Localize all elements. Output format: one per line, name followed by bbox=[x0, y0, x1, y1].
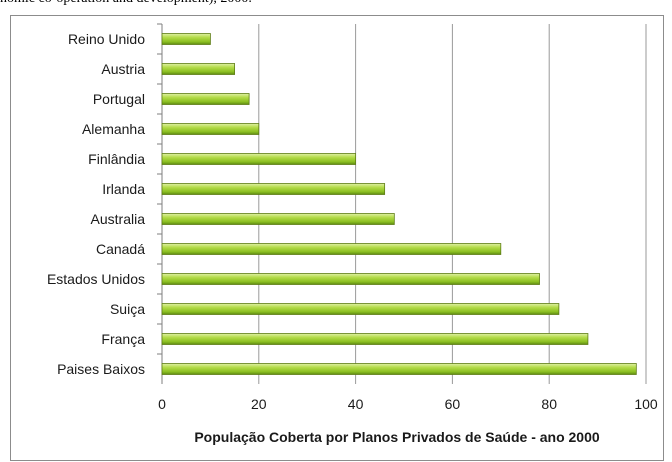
x-tick-label: 100 bbox=[634, 396, 658, 412]
category-label: Finlândia bbox=[88, 151, 145, 167]
bars bbox=[161, 33, 637, 375]
bar bbox=[161, 63, 235, 75]
bar bbox=[161, 213, 395, 225]
bar bbox=[161, 123, 260, 135]
x-tick-label: 40 bbox=[348, 396, 364, 412]
x-tick-label: 0 bbox=[158, 396, 166, 412]
bar bbox=[161, 273, 540, 285]
bar bbox=[161, 363, 637, 375]
category-label: Estados Unidos bbox=[47, 271, 145, 287]
bar bbox=[161, 183, 386, 195]
bar bbox=[161, 243, 502, 255]
category-label: Australia bbox=[91, 211, 146, 227]
x-tick-labels: 0 20 40 60 80 100 bbox=[158, 396, 658, 412]
bar bbox=[161, 303, 560, 315]
category-label: Canadá bbox=[96, 241, 145, 257]
chart-frame bbox=[10, 15, 664, 461]
category-label: Paises Baixos bbox=[57, 361, 145, 377]
x-tick-label: 60 bbox=[445, 396, 461, 412]
category-label: Austria bbox=[101, 61, 145, 77]
category-label: Reino Unido bbox=[68, 31, 145, 47]
bar bbox=[161, 93, 250, 105]
bar bbox=[161, 33, 211, 45]
x-axis-title: População Coberta por Planos Privados de… bbox=[194, 429, 600, 445]
category-label: Suiça bbox=[110, 301, 145, 317]
gridlines bbox=[157, 23, 647, 384]
bar bbox=[161, 333, 589, 345]
x-tick-label: 80 bbox=[541, 396, 557, 412]
bar bbox=[161, 153, 357, 165]
x-tick-label: 20 bbox=[251, 396, 267, 412]
category-label: Irlanda bbox=[102, 181, 145, 197]
category-label: França bbox=[101, 331, 145, 347]
category-label: Alemanha bbox=[82, 121, 145, 137]
category-labels: Reino Unido Austria Portugal Alemanha Finlân… bbox=[47, 31, 145, 377]
category-label: Portugal bbox=[93, 91, 145, 107]
figure-caption: nomic co-operation and development), 200… bbox=[0, 0, 672, 11]
